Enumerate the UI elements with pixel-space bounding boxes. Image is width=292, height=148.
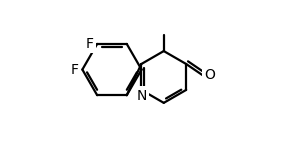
Text: N: N [136, 89, 147, 103]
Text: F: F [71, 63, 79, 77]
Text: F: F [86, 37, 93, 51]
Text: O: O [204, 68, 215, 82]
